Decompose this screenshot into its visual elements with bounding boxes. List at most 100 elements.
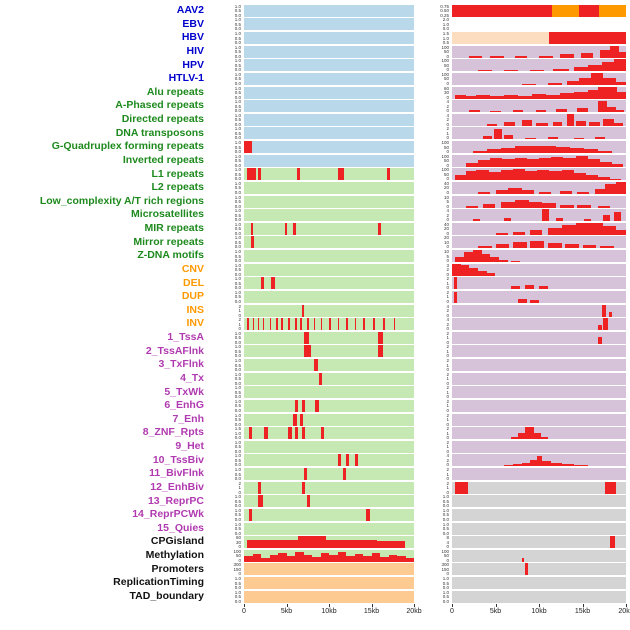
y-tick-label: 0.5 <box>234 280 241 286</box>
x-tick-label: 20kb <box>618 607 630 615</box>
data-bar <box>587 90 599 99</box>
data-bar <box>530 241 545 249</box>
data-bar <box>490 55 505 58</box>
y-tick-label: 0 <box>446 230 449 236</box>
data-bar <box>537 169 550 181</box>
track-label: INS <box>186 303 204 316</box>
y-tick-label: 0.75 <box>440 3 449 9</box>
y-axis-ticks-right: 300 150 0 <box>414 563 452 577</box>
y-tick-label: 10 <box>443 194 449 200</box>
data-bar <box>472 250 482 263</box>
y-tick-label: 0.5 <box>234 498 241 504</box>
y-tick-label: 0 <box>446 80 449 86</box>
data-bar <box>587 465 602 467</box>
y-tick-label: 0.5 <box>234 294 241 300</box>
y-tick-label: 0.0 <box>234 162 241 168</box>
y-tick-label: 0 <box>446 421 449 427</box>
y-tick-label: 100 <box>441 71 449 77</box>
y-tick-label: 10 <box>443 239 449 245</box>
data-bar <box>525 284 534 290</box>
data-bar <box>301 427 306 440</box>
data-bar <box>495 233 508 235</box>
track-plot-left <box>244 495 414 508</box>
y-tick-label: 1 <box>446 362 449 368</box>
track-plot-left <box>244 468 414 481</box>
track-row: G-Quadruplex forming repeats 1.0 0.5 0.0 100… <box>0 140 630 154</box>
data-bar <box>281 318 284 331</box>
y-axis-ticks-left: 1.0 0.5 0.0 <box>206 331 244 344</box>
y-tick-label: 1.0 <box>442 589 449 595</box>
y-axis-ticks-left: 1.0 0.5 0.0 <box>206 399 244 412</box>
y-tick-label: 1.0 <box>234 453 241 459</box>
track-label: 13_ReprPC <box>147 494 204 507</box>
data-bar <box>478 270 487 276</box>
track-plot-left <box>244 86 414 99</box>
y-tick-label: 0 <box>446 571 449 577</box>
track-label: Promoters <box>151 562 204 575</box>
data-bar <box>295 318 297 331</box>
data-bar <box>247 539 299 549</box>
data-bar <box>493 128 503 140</box>
data-bar <box>371 553 380 562</box>
y-tick-label: 0 <box>446 407 449 413</box>
y-tick-label: 0.0 <box>442 516 449 522</box>
data-bar <box>303 468 307 481</box>
track-label: HPV <box>182 58 204 71</box>
y-tick-label: 2 <box>238 317 241 323</box>
data-bar <box>300 413 304 426</box>
track-row: Promoters 300 150 0 300 150 0 <box>0 563 630 577</box>
y-tick-label: 150 <box>441 566 449 572</box>
data-bar <box>469 56 482 58</box>
track-row: EBV 1.0 0.5 0.0 2.0 1.0 0.0 <box>0 18 630 32</box>
track-plot-left <box>244 318 414 331</box>
y-tick-label: 0.0 <box>234 80 241 86</box>
data-bar <box>264 427 268 440</box>
y-tick-label: 0.0 <box>234 108 241 114</box>
track-plot-right <box>452 331 626 344</box>
track-plot-right <box>452 277 626 290</box>
data-bar <box>521 120 533 126</box>
track-label: 10_TssBiv <box>152 453 204 466</box>
track-label: 4_Tx <box>180 371 204 384</box>
data-bar <box>383 318 386 331</box>
data-bar <box>464 252 473 263</box>
x-tick-mark <box>414 603 415 607</box>
track-plot-left <box>244 18 414 31</box>
data-bar <box>337 168 345 181</box>
data-bar <box>535 122 548 126</box>
data-bar <box>504 94 519 99</box>
data-bar <box>556 217 564 222</box>
data-bar <box>472 150 487 154</box>
data-bar <box>537 455 543 467</box>
track-plot-left <box>244 168 414 181</box>
y-tick-label: 0.5 <box>234 457 241 463</box>
y-tick-label: 1.0 <box>234 589 241 595</box>
y-tick-label: 0.0 <box>234 285 241 291</box>
track-plot-left <box>244 399 414 412</box>
data-bar <box>556 109 567 113</box>
y-tick-label: 0.0 <box>234 585 241 591</box>
data-bar <box>486 148 501 154</box>
y-tick-label: 1.0 <box>234 358 241 364</box>
y-tick-label: 1.0 <box>442 521 449 527</box>
data-bar <box>530 459 538 467</box>
y-axis-ticks-left: 1.0 0.5 0.0 <box>206 358 244 372</box>
track-plot-left <box>244 4 414 17</box>
y-tick-label: 1.0 <box>234 112 241 118</box>
track-row: 12_EnhBiv 2 1 0 2 1 0 <box>0 481 630 495</box>
x-tick-mark <box>371 603 373 607</box>
y-tick-label: 2 <box>446 385 449 391</box>
data-bar <box>363 555 372 562</box>
y-tick-label: 0.0 <box>234 53 241 59</box>
y-tick-label: 0.0 <box>234 503 241 509</box>
y-tick-label: 0.5 <box>234 226 241 232</box>
track-row: AAV2 1.0 0.5 0.0 0.75 0.50 0.25 <box>0 4 630 18</box>
data-bar <box>337 454 341 467</box>
y-tick-label: 0.25 <box>440 12 449 18</box>
data-bar <box>250 236 255 249</box>
track-plot-left <box>244 45 414 58</box>
y-tick-label: 0 <box>446 67 449 73</box>
y-axis-ticks-left: 1.0 0.5 0.0 <box>206 468 244 481</box>
